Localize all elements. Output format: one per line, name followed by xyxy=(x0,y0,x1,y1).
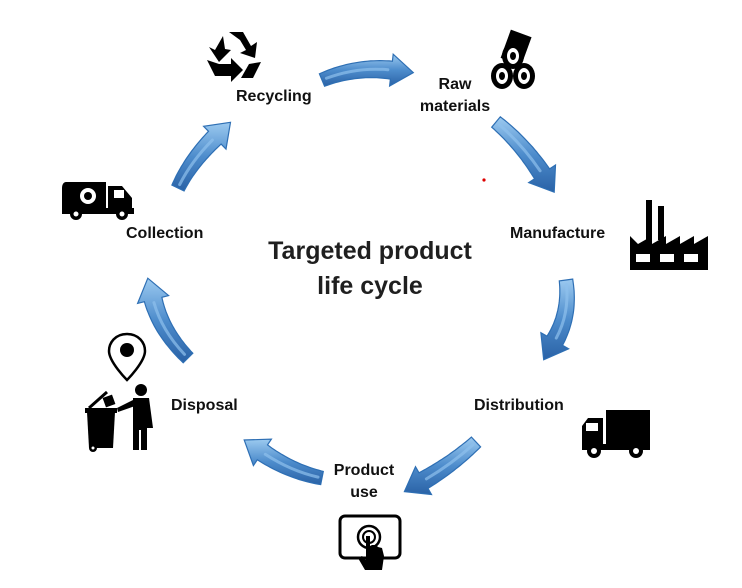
label-distribution: Distribution xyxy=(474,397,564,414)
arrow-manufacture-to-distribution xyxy=(540,278,575,361)
label-product-use-line2: use xyxy=(350,484,378,501)
recycle-icon xyxy=(207,32,261,82)
arrow-raw-to-manufacture-highlight xyxy=(497,123,542,173)
label-disposal: Disposal xyxy=(171,397,238,414)
label-manufacture: Manufacture xyxy=(510,225,606,242)
diagram-title: Targeted product life cycle xyxy=(225,234,515,304)
factory-icon xyxy=(630,200,708,270)
label-product-use: Product use xyxy=(328,460,400,504)
arrow-product-to-disposal xyxy=(243,438,324,486)
arrow-collection-to-recycling-highlight xyxy=(178,138,214,187)
touch-screen-icon xyxy=(338,514,402,570)
pipes-icon xyxy=(491,29,535,89)
label-raw-materials: Raw materials xyxy=(415,74,495,118)
garbage-truck-icon xyxy=(62,182,134,220)
label-raw-materials-line2: materials xyxy=(419,98,491,115)
arrow-disposal-to-collection-highlight xyxy=(152,301,186,356)
trash-person-icon xyxy=(85,332,153,452)
arrow-recycling-to-raw-highlight xyxy=(324,67,390,80)
arrow-distribution-to-product xyxy=(403,436,482,496)
arrow-distribution-to-product-highlight xyxy=(424,443,475,481)
title-line-1: Targeted product xyxy=(268,237,472,265)
label-raw-materials-line1: Raw xyxy=(438,76,472,93)
arrow-product-to-disposal-highlight xyxy=(263,452,320,479)
arrow-raw-to-manufacture xyxy=(490,115,557,194)
title-line-2: life cycle xyxy=(317,272,423,300)
label-product-use-line1: Product xyxy=(333,462,395,479)
arrow-manufacture-to-distribution-highlight xyxy=(554,282,569,340)
arrow-disposal-to-collection xyxy=(136,277,194,364)
red-dot xyxy=(482,178,486,182)
truck-icon xyxy=(582,410,650,458)
label-recycling: Recycling xyxy=(236,88,312,105)
label-collection: Collection xyxy=(126,225,204,242)
cycle-arrows xyxy=(136,52,575,496)
